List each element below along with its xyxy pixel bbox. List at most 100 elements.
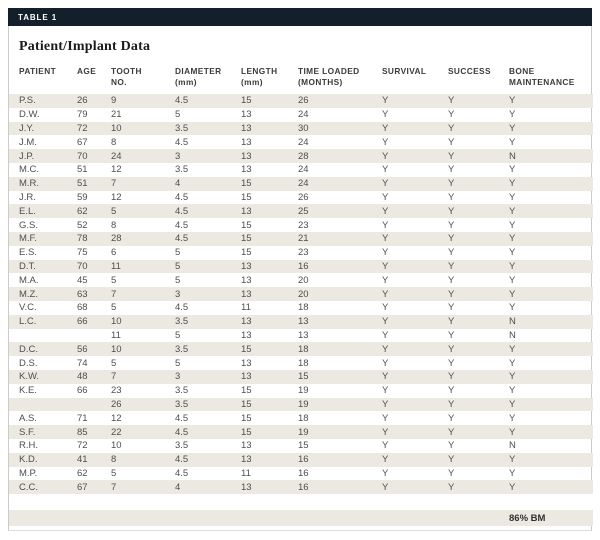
cell-age: 67 xyxy=(77,481,88,493)
column-header-tooth-no: TOOTH NO. xyxy=(111,66,142,87)
cell-success: Y xyxy=(448,412,455,424)
cell-diameter-mm: 4 xyxy=(175,481,181,493)
table-row: 11 5 13 13 Y Y N xyxy=(9,329,593,343)
column-header-diameter-mm: DIAMETER (mm) xyxy=(175,66,222,87)
cell-patient: M.Z. xyxy=(19,288,38,300)
table-row: A.S. 71 12 4.5 15 18 Y Y Y xyxy=(9,411,593,425)
cell-tooth-no: 7 xyxy=(111,481,117,493)
cell-age: 51 xyxy=(77,178,88,190)
cell-time-loaded-months: 19 xyxy=(298,398,309,410)
table-row: J.R. 59 12 4.5 15 26 Y Y Y xyxy=(9,191,593,205)
table-row: J.Y. 72 10 3.5 13 30 Y Y Y xyxy=(9,121,593,136)
table-row: E.L. 62 5 4.5 13 25 Y Y Y xyxy=(9,204,593,219)
cell-time-loaded-months: 24 xyxy=(298,178,309,190)
cell-success: Y xyxy=(448,316,455,328)
cell-bone-maintenance: Y xyxy=(509,302,516,314)
table-row: D.T. 70 11 5 13 16 Y Y Y xyxy=(9,259,593,274)
table-row: K.W. 48 7 3 13 15 Y Y Y xyxy=(9,369,593,384)
cell-survival: Y xyxy=(382,302,389,314)
cell-survival: Y xyxy=(382,412,389,424)
cell-survival: Y xyxy=(382,385,389,397)
table-tag-bar: TABLE 1 xyxy=(8,8,592,26)
table-card: TABLE 1 Patient/Implant Data PATIENT AGE T… xyxy=(8,8,593,531)
cell-patient: J.P. xyxy=(19,150,35,162)
cell-bone-maintenance: Y xyxy=(509,398,516,410)
cell-tooth-no: 5 xyxy=(111,274,117,286)
cell-success: Y xyxy=(448,205,455,217)
cell-length-mm: 13 xyxy=(241,164,252,176)
cell-tooth-no: 12 xyxy=(111,164,122,176)
table-tag: TABLE 1 xyxy=(18,12,58,22)
cell-survival: Y xyxy=(382,288,389,300)
cell-survival: Y xyxy=(382,150,389,162)
cell-length-mm: 13 xyxy=(241,205,252,217)
cell-time-loaded-months: 16 xyxy=(298,467,309,479)
cell-length-mm: 13 xyxy=(241,329,252,341)
summary-empty-cell xyxy=(111,510,175,527)
cell-diameter-mm: 3 xyxy=(175,150,181,162)
table-row: K.E. 66 23 3.5 15 19 Y Y Y xyxy=(9,384,593,398)
cell-age xyxy=(77,398,111,412)
cell-length-mm: 15 xyxy=(241,178,252,190)
cell-survival: Y xyxy=(382,343,389,355)
cell-tooth-no: 12 xyxy=(111,412,122,424)
cell-diameter-mm: 3.5 xyxy=(175,440,189,452)
cell-age: 70 xyxy=(77,260,88,272)
cell-survival: Y xyxy=(382,233,389,245)
cell-success: Y xyxy=(448,274,455,286)
cell-success: Y xyxy=(448,454,455,466)
cell-length-mm: 15 xyxy=(241,398,252,410)
summary-empty-cell xyxy=(382,510,448,527)
cell-age: 68 xyxy=(77,302,88,314)
cell-diameter-mm: 3.5 xyxy=(175,122,189,134)
cell-age: 63 xyxy=(77,288,88,300)
cell-patient: D.W. xyxy=(19,109,40,121)
cell-patient: K.W. xyxy=(19,371,40,383)
cell-tooth-no: 11 xyxy=(111,329,121,341)
cell-length-mm: 15 xyxy=(241,233,252,245)
cell-time-loaded-months: 24 xyxy=(298,109,309,121)
cell-age: 70 xyxy=(77,150,88,162)
cell-tooth-no: 10 xyxy=(111,316,122,328)
cell-bone-maintenance: Y xyxy=(509,260,516,272)
cell-length-mm: 13 xyxy=(241,109,252,121)
cell-success: Y xyxy=(448,302,455,314)
cell-patient: R.H. xyxy=(19,440,38,452)
cell-tooth-no: 10 xyxy=(111,343,122,355)
cell-success: Y xyxy=(448,440,455,452)
cell-patient: M.A. xyxy=(19,274,39,286)
cell-bone-maintenance: Y xyxy=(509,426,516,438)
cell-bone-maintenance: Y xyxy=(509,219,516,231)
cell-patient xyxy=(9,398,77,412)
cell-diameter-mm: 4.5 xyxy=(175,191,189,203)
cell-success: Y xyxy=(448,178,455,190)
cell-time-loaded-months: 25 xyxy=(298,205,309,217)
table-row: G.S. 52 8 4.5 15 23 Y Y Y xyxy=(9,218,593,232)
cell-survival: Y xyxy=(382,191,389,203)
cell-diameter-mm: 4.5 xyxy=(175,205,189,217)
table-row: R.H. 72 10 3.5 13 15 Y Y N xyxy=(9,439,593,453)
cell-survival: Y xyxy=(382,260,389,272)
cell-tooth-no: 8 xyxy=(111,219,117,231)
cell-tooth-no: 5 xyxy=(111,357,117,369)
column-header-time-loaded-months: TIME LOADED (MONTHS) xyxy=(298,66,360,87)
cell-bone-maintenance: Y xyxy=(509,343,516,355)
cell-survival: Y xyxy=(382,219,389,231)
summary-empty-cell xyxy=(77,510,111,527)
cell-bone-maintenance: N xyxy=(509,316,516,328)
cell-diameter-mm: 4.5 xyxy=(175,426,189,438)
cell-success: Y xyxy=(448,247,455,259)
cell-time-loaded-months: 20 xyxy=(298,288,309,300)
cell-patient: K.D. xyxy=(19,454,38,466)
cell-time-loaded-months: 18 xyxy=(298,357,309,369)
cell-time-loaded-months: 23 xyxy=(298,219,309,231)
cell-patient: D.S. xyxy=(19,357,38,369)
cell-age: 62 xyxy=(77,467,88,479)
cell-length-mm: 15 xyxy=(241,191,252,203)
cell-survival: Y xyxy=(382,398,389,410)
summary-empty-cell xyxy=(9,510,77,527)
table-row: M.C. 51 12 3.5 13 24 Y Y Y xyxy=(9,163,593,177)
cell-bone-maintenance: Y xyxy=(509,385,516,397)
cell-bone-maintenance: Y xyxy=(509,178,516,190)
cell-survival: Y xyxy=(382,247,389,259)
